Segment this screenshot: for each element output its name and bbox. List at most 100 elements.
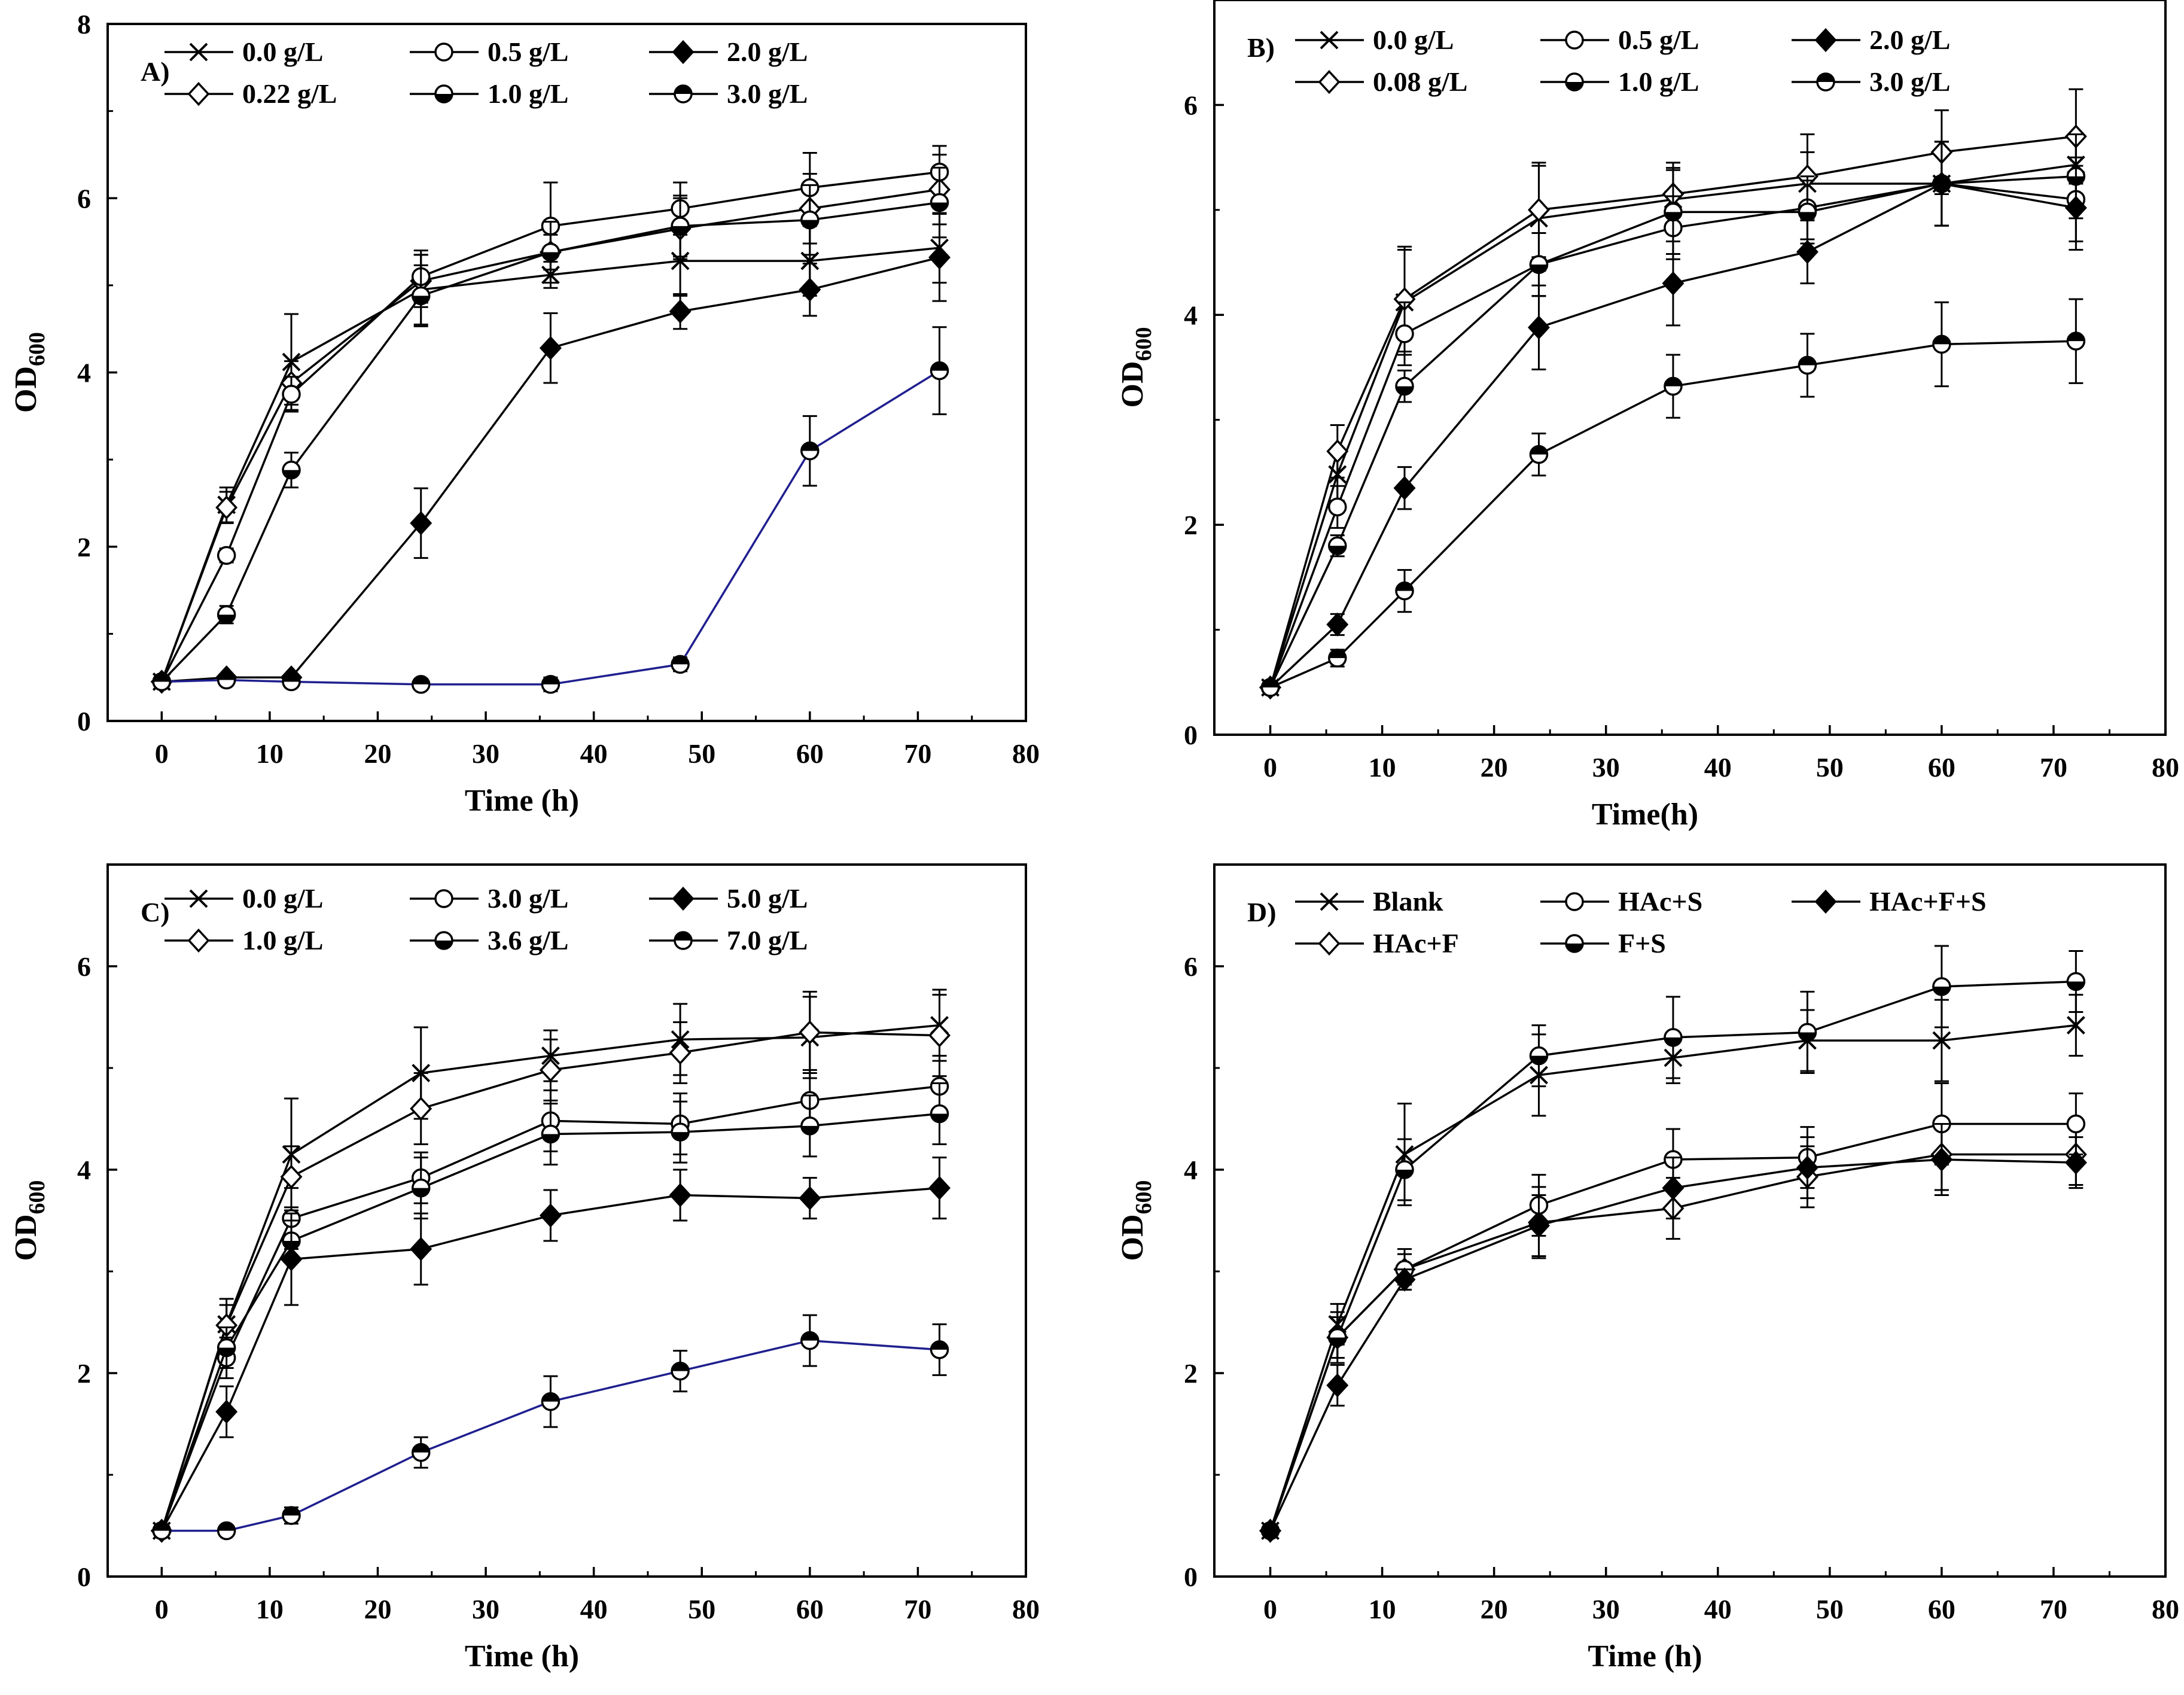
series-line: [162, 370, 940, 686]
x-tick-label: 60: [796, 1594, 824, 1624]
legend-entry-1: Blank: [1295, 886, 1443, 917]
legend-entry-1: 0.0 g/L: [1295, 25, 1454, 55]
y-axis-title-text: OD600: [9, 1180, 50, 1261]
x-tick-label: 30: [1592, 1594, 1620, 1624]
data-point: [1796, 239, 1819, 264]
data-point: [930, 1340, 949, 1359]
series-6: [152, 1314, 949, 1541]
legend-marker: [1320, 31, 1339, 50]
data-point: [1664, 1028, 1683, 1047]
data-point: [2066, 972, 2086, 991]
x-axis-title: Time (h): [1588, 1639, 1702, 1673]
series-line: [160, 247, 940, 683]
legend-label: 1.0 g/L: [1618, 66, 1699, 97]
legend-label: 3.6 g/L: [488, 925, 568, 955]
data-point: [799, 1020, 821, 1045]
legend-marker: [1816, 72, 1835, 92]
legend-marker: [674, 84, 693, 104]
series-line: [1269, 182, 2076, 689]
legend-label: 3.0 g/L: [1869, 66, 1950, 97]
data-point: [1798, 355, 1817, 375]
x-tick-label: 10: [256, 738, 284, 769]
plot-frame: [1213, 0, 2167, 736]
data-point: [217, 1338, 236, 1358]
legend-marker: [189, 889, 208, 908]
x-tick-label: 30: [472, 1594, 499, 1624]
data-point: [1664, 202, 1683, 222]
y-axis-title-text: OD600: [9, 332, 50, 413]
x-tick-label: 50: [1816, 752, 1844, 783]
legend-marker: [434, 84, 453, 104]
x-tick-label: 60: [796, 738, 824, 769]
data-point: [2066, 1114, 2086, 1134]
legend-entry-2: 0.08 g/L: [1295, 66, 1467, 97]
legend-label: 0.5 g/L: [1618, 25, 1699, 55]
panel-label: A): [141, 56, 170, 87]
y-tick-label: 6: [1184, 90, 1198, 120]
legend-label: 7.0 g/L: [727, 925, 808, 955]
x-tick-label: 50: [688, 1594, 715, 1624]
y-tick-label: 4: [1184, 1155, 1198, 1185]
data-point: [1798, 202, 1817, 222]
legend-entry-5: 2.0 g/L: [1792, 25, 1950, 55]
data-point: [1527, 1213, 1550, 1238]
legend-label: 0.0 g/L: [242, 883, 323, 914]
data-point: [671, 217, 690, 236]
legend-marker: [672, 886, 695, 911]
data-point: [928, 245, 951, 270]
legend-entry-5: HAc+F+S: [1792, 886, 1987, 917]
y-axis-title-text: OD600: [1116, 327, 1156, 408]
data-point: [1664, 376, 1683, 396]
y-tick-label: 4: [1184, 300, 1198, 330]
legend-marker: [434, 42, 453, 62]
data-point: [1529, 445, 1549, 464]
legend-marker: [672, 39, 695, 65]
series-line: [1269, 1158, 2076, 1532]
y-tick-label: 8: [77, 9, 91, 39]
legend-entry-1: 0.0 g/L: [165, 36, 323, 67]
legend-entry-5: 2.0 g/L: [649, 36, 808, 67]
data-point: [1328, 649, 1347, 668]
x-tick-label: 40: [580, 738, 608, 769]
legend-marker: [1565, 934, 1584, 953]
legend-marker: [434, 889, 453, 908]
data-point: [411, 1178, 431, 1198]
data-point: [671, 655, 690, 674]
data-point: [1527, 315, 1550, 340]
y-tick-label: 6: [77, 183, 91, 214]
data-point: [928, 1176, 951, 1200]
x-tick-label: 70: [904, 1594, 931, 1624]
data-point: [539, 1203, 562, 1228]
data-point: [1932, 977, 1951, 996]
data-point: [215, 495, 238, 520]
data-point: [671, 251, 690, 270]
x-tick-label: 0: [1263, 1594, 1277, 1624]
y-axis-title: OD600: [1116, 1180, 1156, 1261]
data-point: [669, 1183, 692, 1207]
x-tick-label: 70: [2040, 1594, 2067, 1624]
data-point: [800, 1116, 820, 1136]
series-5: [150, 1157, 951, 1543]
data-point: [152, 672, 172, 692]
x-tick-label: 0: [1263, 752, 1277, 783]
data-point: [217, 546, 236, 565]
data-point: [541, 675, 561, 694]
data-point: [1259, 1518, 1282, 1543]
y-tick-label: 6: [77, 951, 91, 982]
legend-marker: [189, 42, 208, 62]
legend-label: F+S: [1618, 928, 1666, 958]
y-tick-label: 4: [77, 1155, 91, 1185]
legend-entry-1: 0.0 g/L: [165, 883, 323, 914]
x-tick-label: 30: [1592, 752, 1620, 783]
data-point: [410, 1096, 432, 1121]
x-tick-label: 10: [1369, 752, 1396, 783]
data-point: [2066, 1016, 2085, 1035]
legend-label: 5.0 g/L: [727, 883, 808, 914]
x-axis-title: Time (h): [465, 784, 579, 818]
x-tick-label: 80: [2152, 752, 2179, 783]
x-tick-label: 20: [1481, 752, 1508, 783]
x-axis-title: Time(h): [1592, 798, 1698, 832]
series-line: [1269, 340, 2076, 689]
data-point: [539, 1058, 562, 1082]
x-tick-label: 20: [364, 738, 391, 769]
